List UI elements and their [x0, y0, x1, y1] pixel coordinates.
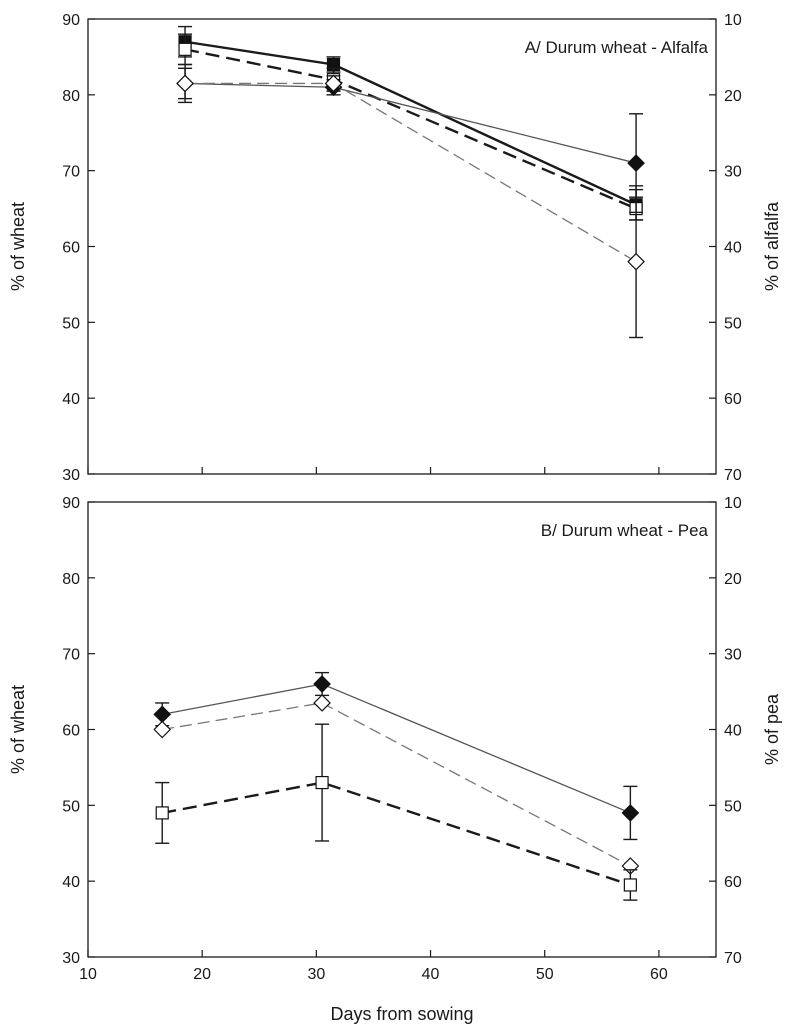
y2-tick-label: 70: [724, 467, 742, 484]
y2-tick-label: 70: [724, 950, 742, 967]
data-point: [153, 720, 172, 739]
y-tick-label: 70: [62, 164, 80, 181]
panel-a: 30 40 50 60 70 80 90 70 60 50 40 30 20 10 % of wheat % …: [8, 12, 782, 484]
series-2: [176, 67, 645, 214]
y-tick-label: 90: [62, 12, 80, 29]
y-tick-label: 40: [62, 391, 80, 408]
y-tick-label: 80: [62, 88, 80, 105]
plot-frame: [87, 501, 717, 958]
y2-axis-title: % of alfalfa: [762, 201, 782, 291]
x-tick-label: 30: [307, 966, 325, 983]
x-tick-label: 40: [422, 966, 440, 983]
x-axis-title: Days from sowing: [330, 1004, 473, 1024]
y-tick-label: 40: [62, 874, 80, 891]
series-0: [153, 671, 640, 841]
data-point: [313, 675, 331, 693]
y-tick-label: 60: [62, 240, 80, 257]
y2-tick-label: 40: [724, 723, 742, 740]
data-point: [178, 42, 192, 56]
y2-tick-label: 30: [724, 647, 742, 664]
y2-tick-label: 60: [724, 391, 742, 408]
series-line: [162, 683, 631, 814]
y2-tick-label: 10: [724, 495, 742, 512]
data-point: [621, 804, 640, 822]
y-tick-label: 30: [62, 950, 80, 967]
data-point: [176, 74, 194, 93]
y2-tick-label: 40: [724, 240, 742, 257]
data-point: [627, 154, 645, 172]
x-tick-label: 10: [79, 966, 97, 983]
y2-tick-label: 50: [724, 315, 742, 332]
x-tick-label: 20: [193, 966, 211, 983]
series-line: [161, 781, 631, 887]
panel-title: A/ Durum wheat - Alfalfa: [525, 38, 709, 57]
x-tick-label: 50: [536, 966, 554, 983]
data-point: [155, 806, 169, 820]
data-point: [315, 775, 329, 790]
data-point: [623, 878, 637, 892]
series-line: [185, 82, 637, 164]
series-1: [178, 33, 644, 221]
data-point: [627, 252, 645, 271]
y2-tick-label: 50: [724, 798, 742, 815]
y2-tick-label: 20: [724, 88, 742, 105]
y-tick-label: 50: [62, 315, 80, 332]
y2-axis-title: % of pea: [762, 693, 782, 765]
series-line: [162, 702, 631, 867]
y2-tick-label: 60: [724, 874, 742, 891]
y2-tick-label: 30: [724, 164, 742, 181]
y-tick-label: 70: [62, 647, 80, 664]
y-tick-label: 90: [62, 495, 80, 512]
panel-b: 30 40 50 60 70 80 90 70 60 50 40 30 20 10 10 20 30 40 50 60…: [8, 495, 782, 1024]
y2-tick-label: 10: [724, 12, 742, 29]
y-tick-label: 60: [62, 723, 80, 740]
y-tick-label: 30: [62, 467, 80, 484]
series-1: [153, 694, 640, 875]
series-2: [155, 723, 638, 901]
data-point: [324, 74, 343, 93]
y-tick-label: 80: [62, 571, 80, 588]
data-point: [153, 705, 172, 724]
series-3: [176, 63, 645, 339]
y-axis-title: % of wheat: [8, 202, 28, 291]
data-point: [313, 694, 331, 712]
y-axis-title: % of wheat: [8, 685, 28, 774]
y2-tick-label: 20: [724, 571, 742, 588]
panel-title: B/ Durum wheat - Pea: [541, 521, 709, 540]
y-tick-label: 50: [62, 798, 80, 815]
x-tick-label: 60: [650, 966, 668, 983]
